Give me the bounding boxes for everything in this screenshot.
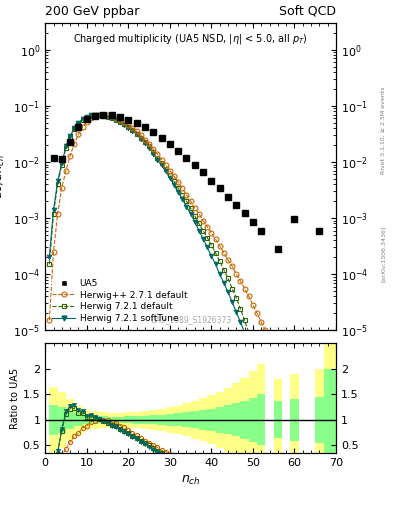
Text: Soft QCD: Soft QCD	[279, 5, 336, 18]
Herwig 7.2.1 default	[47, 261, 52, 267]
Text: 200 GeV ppbar: 200 GeV ppbar	[45, 5, 140, 18]
Text: [arXiv:1306.3436]: [arXiv:1306.3436]	[381, 225, 386, 282]
Text: Charged multiplicity (UA5 NSD, $|\eta|$ < 5.0, all $p_{T}$): Charged multiplicity (UA5 NSD, $|\eta|$ …	[73, 32, 308, 46]
UA5	[292, 216, 297, 222]
Herwig++ 2.7.1 default	[176, 179, 180, 185]
UA5	[184, 155, 189, 161]
X-axis label: $n_{ch}$: $n_{ch}$	[181, 474, 200, 486]
UA5	[201, 169, 206, 176]
UA5	[259, 228, 264, 234]
Line: Herwig 7.2.1 softTune: Herwig 7.2.1 softTune	[47, 112, 301, 512]
UA5	[167, 141, 172, 147]
Herwig 7.2.1 default	[217, 258, 222, 264]
Herwig 7.2.1 default	[196, 221, 201, 227]
UA5	[59, 156, 64, 162]
UA5	[217, 185, 222, 191]
Herwig 7.2.1 softTune	[201, 236, 206, 242]
Herwig 7.2.1 default	[93, 112, 97, 118]
Herwig++ 2.7.1 default	[259, 319, 264, 325]
Text: Rivet 3.1.10, ≥ 2.5M events: Rivet 3.1.10, ≥ 2.5M events	[381, 87, 386, 174]
UA5	[226, 194, 230, 200]
Herwig 7.2.1 default	[80, 117, 85, 123]
UA5	[176, 147, 180, 154]
UA5	[209, 178, 214, 184]
UA5	[118, 114, 122, 120]
Herwig++ 2.7.1 default	[305, 422, 309, 429]
Herwig 7.2.1 softTune	[47, 254, 52, 260]
Text: UA5_1989_S1926373: UA5_1989_S1926373	[150, 315, 231, 324]
Herwig 7.2.1 softTune	[184, 204, 189, 210]
Herwig 7.2.1 default	[180, 191, 185, 198]
Herwig++ 2.7.1 default	[101, 112, 106, 118]
Herwig 7.2.1 softTune	[138, 136, 143, 142]
UA5	[51, 155, 56, 161]
UA5	[143, 124, 147, 130]
Herwig 7.2.1 default	[159, 160, 164, 166]
UA5	[68, 139, 72, 145]
Herwig 7.2.1 default	[222, 267, 226, 273]
Herwig++ 2.7.1 default	[47, 317, 52, 324]
Herwig++ 2.7.1 default	[88, 115, 93, 121]
UA5	[84, 116, 89, 122]
Herwig++ 2.7.1 default	[80, 124, 85, 130]
Herwig++ 2.7.1 default	[163, 161, 168, 167]
Herwig 7.2.1 softTune	[109, 115, 114, 121]
UA5	[234, 202, 239, 208]
Line: Herwig 7.2.1 default: Herwig 7.2.1 default	[47, 113, 314, 512]
UA5	[134, 120, 139, 126]
UA5	[126, 117, 130, 123]
Herwig++ 2.7.1 default	[321, 468, 326, 475]
UA5	[317, 228, 322, 234]
Herwig 7.2.1 softTune	[101, 113, 106, 119]
Line: Herwig++ 2.7.1 default: Herwig++ 2.7.1 default	[47, 113, 326, 474]
UA5	[251, 219, 255, 225]
Legend: UA5, Herwig++ 2.7.1 default, Herwig 7.2.1 default, Herwig 7.2.1 softTune: UA5, Herwig++ 2.7.1 default, Herwig 7.2.…	[50, 276, 190, 326]
UA5	[242, 209, 247, 216]
UA5	[76, 124, 81, 130]
UA5	[193, 162, 197, 168]
Y-axis label: $d\sigma/dn_{ch}$: $d\sigma/dn_{ch}$	[0, 154, 7, 199]
UA5	[101, 112, 106, 118]
UA5	[159, 135, 164, 141]
Y-axis label: Ratio to UA5: Ratio to UA5	[10, 368, 20, 429]
Line: UA5: UA5	[50, 112, 323, 252]
UA5	[109, 112, 114, 118]
UA5	[93, 113, 97, 119]
Herwig 7.2.1 softTune	[93, 112, 97, 118]
UA5	[275, 246, 280, 252]
UA5	[151, 129, 156, 135]
Herwig 7.2.1 softTune	[267, 409, 272, 415]
